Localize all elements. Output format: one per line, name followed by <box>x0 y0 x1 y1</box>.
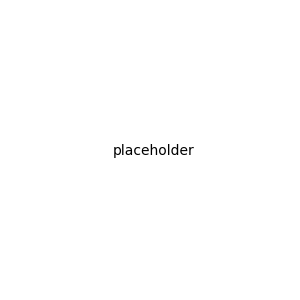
Text: placeholder: placeholder <box>113 145 195 158</box>
